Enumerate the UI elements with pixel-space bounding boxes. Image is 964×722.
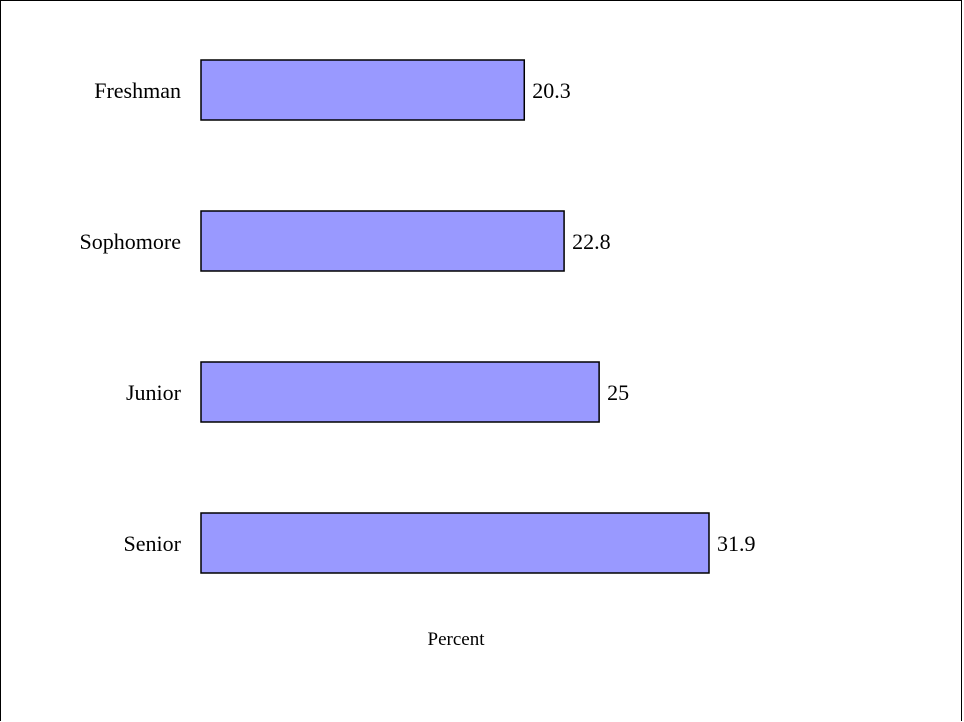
bar-sophomore <box>200 210 565 272</box>
bar-junior <box>200 361 600 423</box>
bar-senior <box>200 512 710 574</box>
x-axis-label: Percent <box>428 629 486 650</box>
value-label-freshman: 20.3 <box>532 78 571 103</box>
category-label-junior: Junior <box>126 380 182 405</box>
value-label-senior: 31.9 <box>717 531 756 556</box>
bars-layer <box>200 59 710 574</box>
category-label-sophomore: Sophomore <box>80 229 181 254</box>
value-label-junior: 25 <box>607 380 629 405</box>
bar-freshman <box>200 59 526 121</box>
category-label-freshman: Freshman <box>94 78 181 103</box>
category-label-senior: Senior <box>124 531 182 556</box>
value-label-sophomore: 22.8 <box>572 229 611 254</box>
labels-layer: Freshman 20.3 Sophomore 22.8 Junior 25 Senior 3… <box>80 78 756 556</box>
